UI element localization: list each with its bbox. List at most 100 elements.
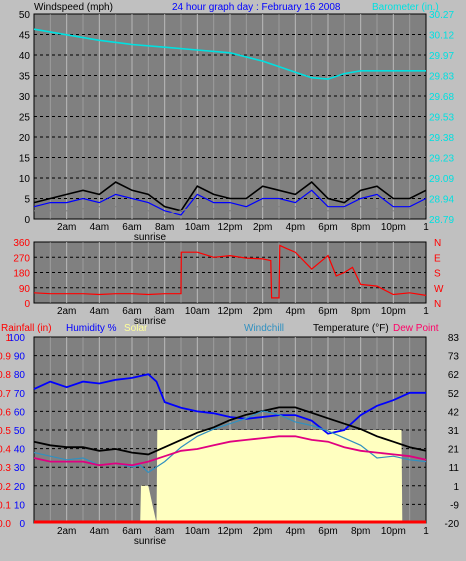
temperature-tick-label: 11 <box>449 463 460 474</box>
x-tick-label: 4pm <box>286 222 305 233</box>
y-tick-label: 180 <box>13 269 30 280</box>
wind-average-line <box>34 206 427 216</box>
x-tick-label: 12pm <box>217 526 242 537</box>
y2-tick-label: 29.38 <box>429 133 454 144</box>
temperature-tick-label: -20 <box>445 519 460 530</box>
compass-tick-label: N <box>434 299 441 310</box>
humidity-tick-label: 20 <box>14 482 26 493</box>
rain-tick-label: 0.9 <box>0 352 11 363</box>
compass-tick-label: W <box>434 284 444 295</box>
x-tick-label: 8pm <box>351 222 370 233</box>
humidity-tick-label: 100 <box>8 333 25 344</box>
x-tick-label: 8am <box>155 306 174 317</box>
humidity-tick-label: 10 <box>14 500 26 511</box>
x-tick-label: 6pm <box>318 526 337 537</box>
wind-gust-line <box>33 181 427 212</box>
y-tick-label: 10 <box>19 174 31 185</box>
y-tick-label: 20 <box>19 133 31 144</box>
temperature-tick-label: 42 <box>448 407 460 418</box>
temperature-tick-label: 62 <box>448 370 460 381</box>
x-tick-label: 10am <box>185 306 210 317</box>
humidity-tick-label: 30 <box>14 463 26 474</box>
y2-tick-label: 28.79 <box>429 215 454 226</box>
x-tick-label: 1 <box>423 526 429 537</box>
rain-tick-label: 0.1 <box>0 500 11 511</box>
x-tick-label: 1 <box>423 222 429 233</box>
panel-1: 2am 4am 6am 8am 10am 12pm 2pm 4pm 6pm 8pm 10pm sunr… <box>19 10 455 243</box>
y2-tick-label: 30.12 <box>429 31 454 42</box>
y2-tick-label: 28.94 <box>429 195 454 206</box>
legend-humidity: Humidity % <box>66 323 117 334</box>
x-tick-label: 4am <box>90 526 109 537</box>
humidity-tick-label: 70 <box>14 389 26 400</box>
y-tick-label: 360 <box>13 238 30 249</box>
compass-tick-label: E <box>434 253 441 264</box>
y2-tick-label: 29.68 <box>429 92 454 103</box>
panel-2: 2am 4am 6am 8am 10am 12pm 2pm 4pm 6pm 8pm 10pm sunr… <box>13 238 444 327</box>
legend-solar: Solar <box>124 323 148 334</box>
sunrise-label: sunrise <box>134 316 167 327</box>
y-tick-label: 30 <box>19 92 31 103</box>
y-tick-label: 270 <box>13 253 30 264</box>
x-tick-label: 10pm <box>381 306 406 317</box>
x-tick-label: 10am <box>185 222 210 233</box>
x-tick-label: 2am <box>57 222 76 233</box>
rain-tick-label: 0.3 <box>0 463 11 474</box>
x-tick-label: 8am <box>155 526 174 537</box>
wind-speed-line <box>33 189 427 216</box>
temperature-line <box>33 406 427 456</box>
rain-tick-label: 0.8 <box>0 370 11 381</box>
sunrise-label: sunrise <box>134 536 167 547</box>
x-tick-label: 12pm <box>217 222 242 233</box>
rain-tick-label: 0.7 <box>0 389 11 400</box>
temperature-tick-label: 73 <box>448 352 460 363</box>
x-tick-label: 6am <box>122 526 141 537</box>
y-tick-label: 0 <box>24 299 30 310</box>
solar-area <box>34 430 426 523</box>
compass-tick-label: N <box>434 238 441 249</box>
humidity-line <box>33 373 426 435</box>
y2-tick-label: 29.53 <box>429 113 454 124</box>
y2-tick-label: 29.97 <box>429 51 454 62</box>
x-tick-label: 10am <box>185 526 210 537</box>
compass-tick-label: S <box>434 269 441 280</box>
temperature-tick-label: 52 <box>448 389 460 400</box>
y2-tick-label: 29.23 <box>429 154 454 165</box>
humidity-tick-label: 40 <box>14 445 26 456</box>
x-tick-label: 10pm <box>381 222 406 233</box>
humidity-tick-label: 0 <box>19 519 25 530</box>
humidity-tick-label: 90 <box>14 352 26 363</box>
temperature-tick-label: 31 <box>448 426 460 437</box>
legend-temperature: Temperature (°F) <box>313 323 389 334</box>
x-tick-label: 2pm <box>253 222 272 233</box>
y2-tick-label: 29.09 <box>429 174 454 185</box>
rain-tick-label: 0.6 <box>0 407 11 418</box>
x-tick-label: 2pm <box>253 306 272 317</box>
y2-tick-label: 29.83 <box>429 72 454 83</box>
x-tick-label: 4am <box>90 306 109 317</box>
y-tick-label: 40 <box>19 51 31 62</box>
barometer-line <box>33 28 426 80</box>
windspeed-axis-label: Windspeed (mph) <box>34 2 113 13</box>
y-tick-label: 15 <box>19 154 31 165</box>
y-tick-label: 0 <box>24 215 30 226</box>
wind-direction-line <box>33 244 427 299</box>
legend-rainfall: Rainfall (in) <box>1 323 52 334</box>
x-tick-label: 8pm <box>351 526 370 537</box>
humidity-tick-label: 80 <box>14 370 26 381</box>
y-tick-label: 5 <box>24 195 30 206</box>
x-tick-label: 4am <box>90 222 109 233</box>
humidity-tick-label: 50 <box>14 426 26 437</box>
x-tick-label: 2am <box>57 306 76 317</box>
x-tick-label: 4pm <box>286 306 305 317</box>
temperature-tick-label: 21 <box>448 445 460 456</box>
x-tick-label: 1 <box>423 306 429 317</box>
y2-tick-label: 30.27 <box>429 10 454 21</box>
y-tick-label: 50 <box>19 10 31 21</box>
rain-tick-label: 0.0 <box>0 519 11 530</box>
temperature-tick-label: 83 <box>448 333 460 344</box>
temperature-tick-label: -9 <box>450 500 459 511</box>
x-tick-label: 6am <box>122 222 141 233</box>
